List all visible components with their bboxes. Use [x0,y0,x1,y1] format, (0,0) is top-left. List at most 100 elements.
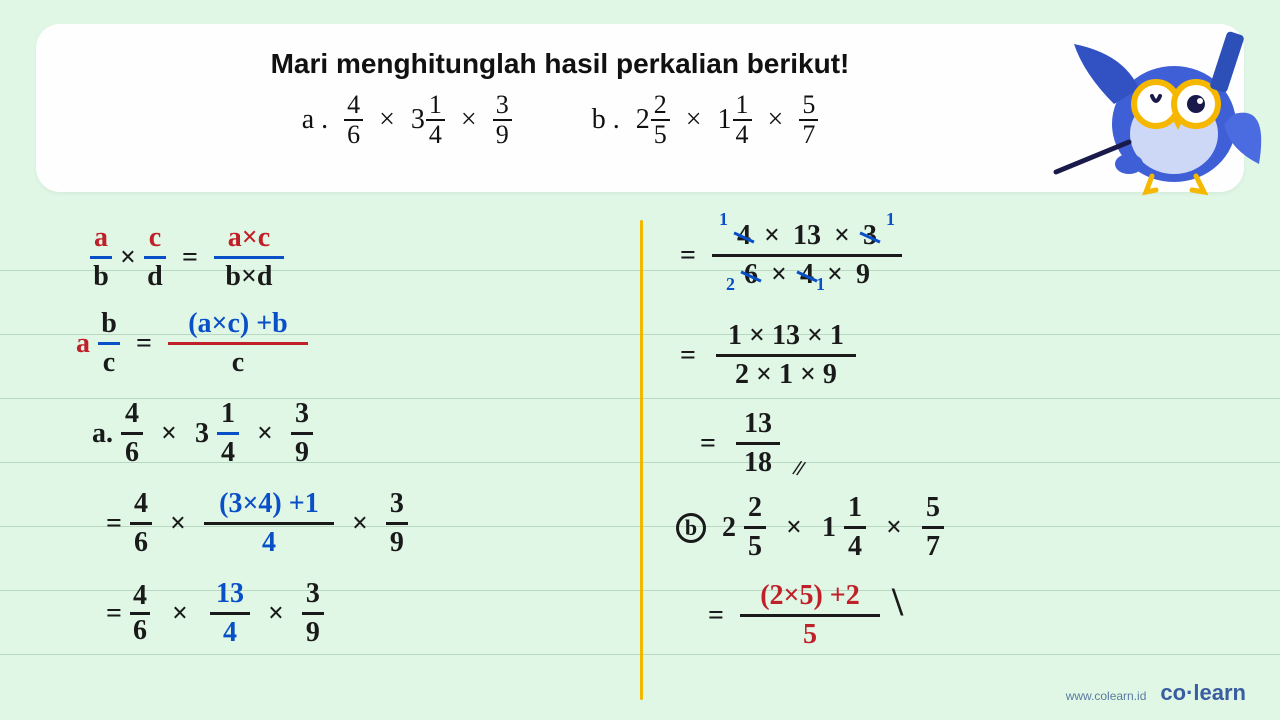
denominator: 9 [496,121,509,148]
label-a: a. [92,420,113,448]
numerator: 1 [426,92,445,121]
equals-sign: = [708,602,724,630]
times-sign: × [786,514,802,542]
denominator: 5 [654,121,667,148]
problem-b: b . 2 2 5 × 1 1 4 × 5 7 [592,92,819,148]
numerator: 5 [799,92,818,121]
problem-a: a . 4 6 × 3 1 4 × 3 9 [302,92,512,148]
equals-sign: = [106,600,122,628]
mixed-fraction: 1 1 4 [718,92,752,148]
numerator: (2×5) +2 [757,582,863,612]
label-b-circled: b [676,513,706,543]
times-sign: × [161,420,177,448]
cancel-six: 6 [744,259,758,290]
brand-url: www.colearn.id [1066,689,1147,703]
work-a-cancel: = 1 4 × 13 × 3 1 2 6 × 4 1 × 9 [680,222,902,289]
brand-footer: www.colearn.id co·learn [1066,680,1246,706]
numerator: 3 [493,92,512,121]
denominator: 4 [848,531,862,561]
equals-sign: = [680,242,696,270]
numerator: 2 [651,92,670,121]
times-sign: × [268,600,284,628]
var-c: c [103,347,115,377]
times-sign: × [120,244,136,272]
numerator: (a×c) +b [185,310,291,340]
rule-mixed-to-improper: a b c = (a×c) +b c [76,310,308,377]
denominator: 4 [429,121,442,148]
work-a-step3: = 4 6 × 13 4 × 3 9 [106,580,324,647]
numerator: 4 [344,92,363,121]
brand-logo: co·learn [1160,680,1246,706]
numerator: 4 [131,490,151,520]
denominator: 2 × 1 × 9 [735,359,837,389]
times-sign: × [886,514,902,542]
numerator: 5 [923,494,943,524]
denominator: 5 [803,619,817,649]
work-a-simplified: = 1 × 13 × 1 2 × 1 × 9 [680,322,856,389]
numerator: 4 [122,400,142,430]
denominator: 6 [347,121,360,148]
times-sign: × [771,259,787,290]
denominator: 6 [133,615,147,645]
numerator: 3 [387,490,407,520]
cancel-result: 2 [726,275,735,293]
var-b: b [98,310,120,340]
times-sign: × [768,104,784,136]
work-a-step1: a. 4 6 × 3 1 4 × 3 9 [92,400,313,467]
denominator: 7 [926,531,940,561]
fraction: 3 9 [493,92,512,148]
denominator: 6 [125,437,139,467]
denominator: 4 [221,437,235,467]
numerator: 13 [741,410,775,440]
denominator: 6 [134,527,148,557]
denominator: 4 [223,617,237,647]
whole-part: 2 [722,514,736,542]
numerator: 1 × 13 × 1 [725,322,847,352]
value-13: 13 [793,220,821,251]
numerator: 3 [303,580,323,610]
numerator: 1 [733,92,752,121]
denominator: 18 [744,447,772,477]
work-b-step1: b 2 2 5 × 1 1 4 × 5 7 [676,494,944,561]
cancel-result: 1 [719,210,728,228]
owl-mascot-icon [1024,14,1264,204]
equals-sign: = [182,244,198,272]
mixed-fraction: 2 2 5 [636,92,670,148]
continuation-mark: \ [892,582,903,622]
denominator: b×d [225,261,272,291]
problem-a-label: a . [302,104,328,136]
logo-co: co [1160,680,1186,705]
var-a: a [76,330,90,358]
denominator: 9 [390,527,404,557]
work-a-answer: = 13 18 // [700,410,802,477]
denominator: 9 [306,617,320,647]
times-sign: × [834,220,850,251]
times-sign: × [257,420,273,448]
whole-part: 2 [636,104,650,136]
equals-sign: = [680,342,696,370]
times-sign: × [170,510,186,538]
var-d: d [147,261,163,291]
denominator: 4 [736,121,749,148]
var-b: b [93,261,109,291]
fraction: 4 6 [344,92,363,148]
denominator: 5 [748,531,762,561]
times-sign: × [686,104,702,136]
numerator: 3 [292,400,312,430]
times-sign: × [352,510,368,538]
whole-part: 1 [718,104,732,136]
cancel-three: 3 [863,220,877,251]
work-a-step2: = 4 6 × (3×4) +1 4 × 3 9 [106,490,408,557]
cancel-result: 1 [886,210,895,228]
column-divider [640,220,643,700]
denominator: 4 [262,527,276,557]
times-sign: × [764,220,780,251]
cancel-four: 4 [737,220,751,251]
whole-part: 3 [195,420,209,448]
times-sign: × [379,104,395,136]
numerator: 1 [218,400,238,430]
equals-sign: = [136,330,152,358]
whole-part: 3 [411,104,425,136]
whole-part: 1 [822,514,836,542]
logo-learn: learn [1193,680,1246,705]
